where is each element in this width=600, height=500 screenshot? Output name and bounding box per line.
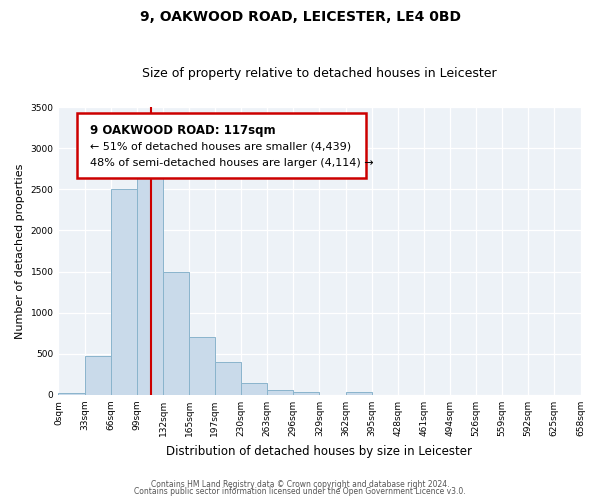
Text: 48% of semi-detached houses are larger (4,114) →: 48% of semi-detached houses are larger (… bbox=[90, 158, 373, 168]
Bar bbox=[215, 362, 241, 395]
Title: Size of property relative to detached houses in Leicester: Size of property relative to detached ho… bbox=[142, 66, 497, 80]
Bar bbox=[137, 163, 163, 395]
Bar bbox=[190, 336, 215, 395]
Bar bbox=[267, 390, 293, 395]
Bar bbox=[293, 392, 319, 395]
FancyBboxPatch shape bbox=[77, 113, 367, 178]
Text: Contains HM Land Registry data © Crown copyright and database right 2024.: Contains HM Land Registry data © Crown c… bbox=[151, 480, 449, 489]
Y-axis label: Number of detached properties: Number of detached properties bbox=[15, 164, 25, 338]
Bar bbox=[346, 392, 372, 395]
Text: 9, OAKWOOD ROAD, LEICESTER, LE4 0BD: 9, OAKWOOD ROAD, LEICESTER, LE4 0BD bbox=[139, 10, 461, 24]
Text: Contains public sector information licensed under the Open Government Licence v3: Contains public sector information licen… bbox=[134, 488, 466, 496]
Bar bbox=[85, 356, 111, 395]
Bar bbox=[163, 272, 190, 395]
Bar bbox=[241, 383, 267, 395]
Bar bbox=[58, 393, 85, 395]
Text: ← 51% of detached houses are smaller (4,439): ← 51% of detached houses are smaller (4,… bbox=[90, 141, 351, 151]
X-axis label: Distribution of detached houses by size in Leicester: Distribution of detached houses by size … bbox=[166, 444, 472, 458]
Bar bbox=[111, 190, 137, 395]
Text: 9 OAKWOOD ROAD: 117sqm: 9 OAKWOOD ROAD: 117sqm bbox=[90, 124, 275, 137]
